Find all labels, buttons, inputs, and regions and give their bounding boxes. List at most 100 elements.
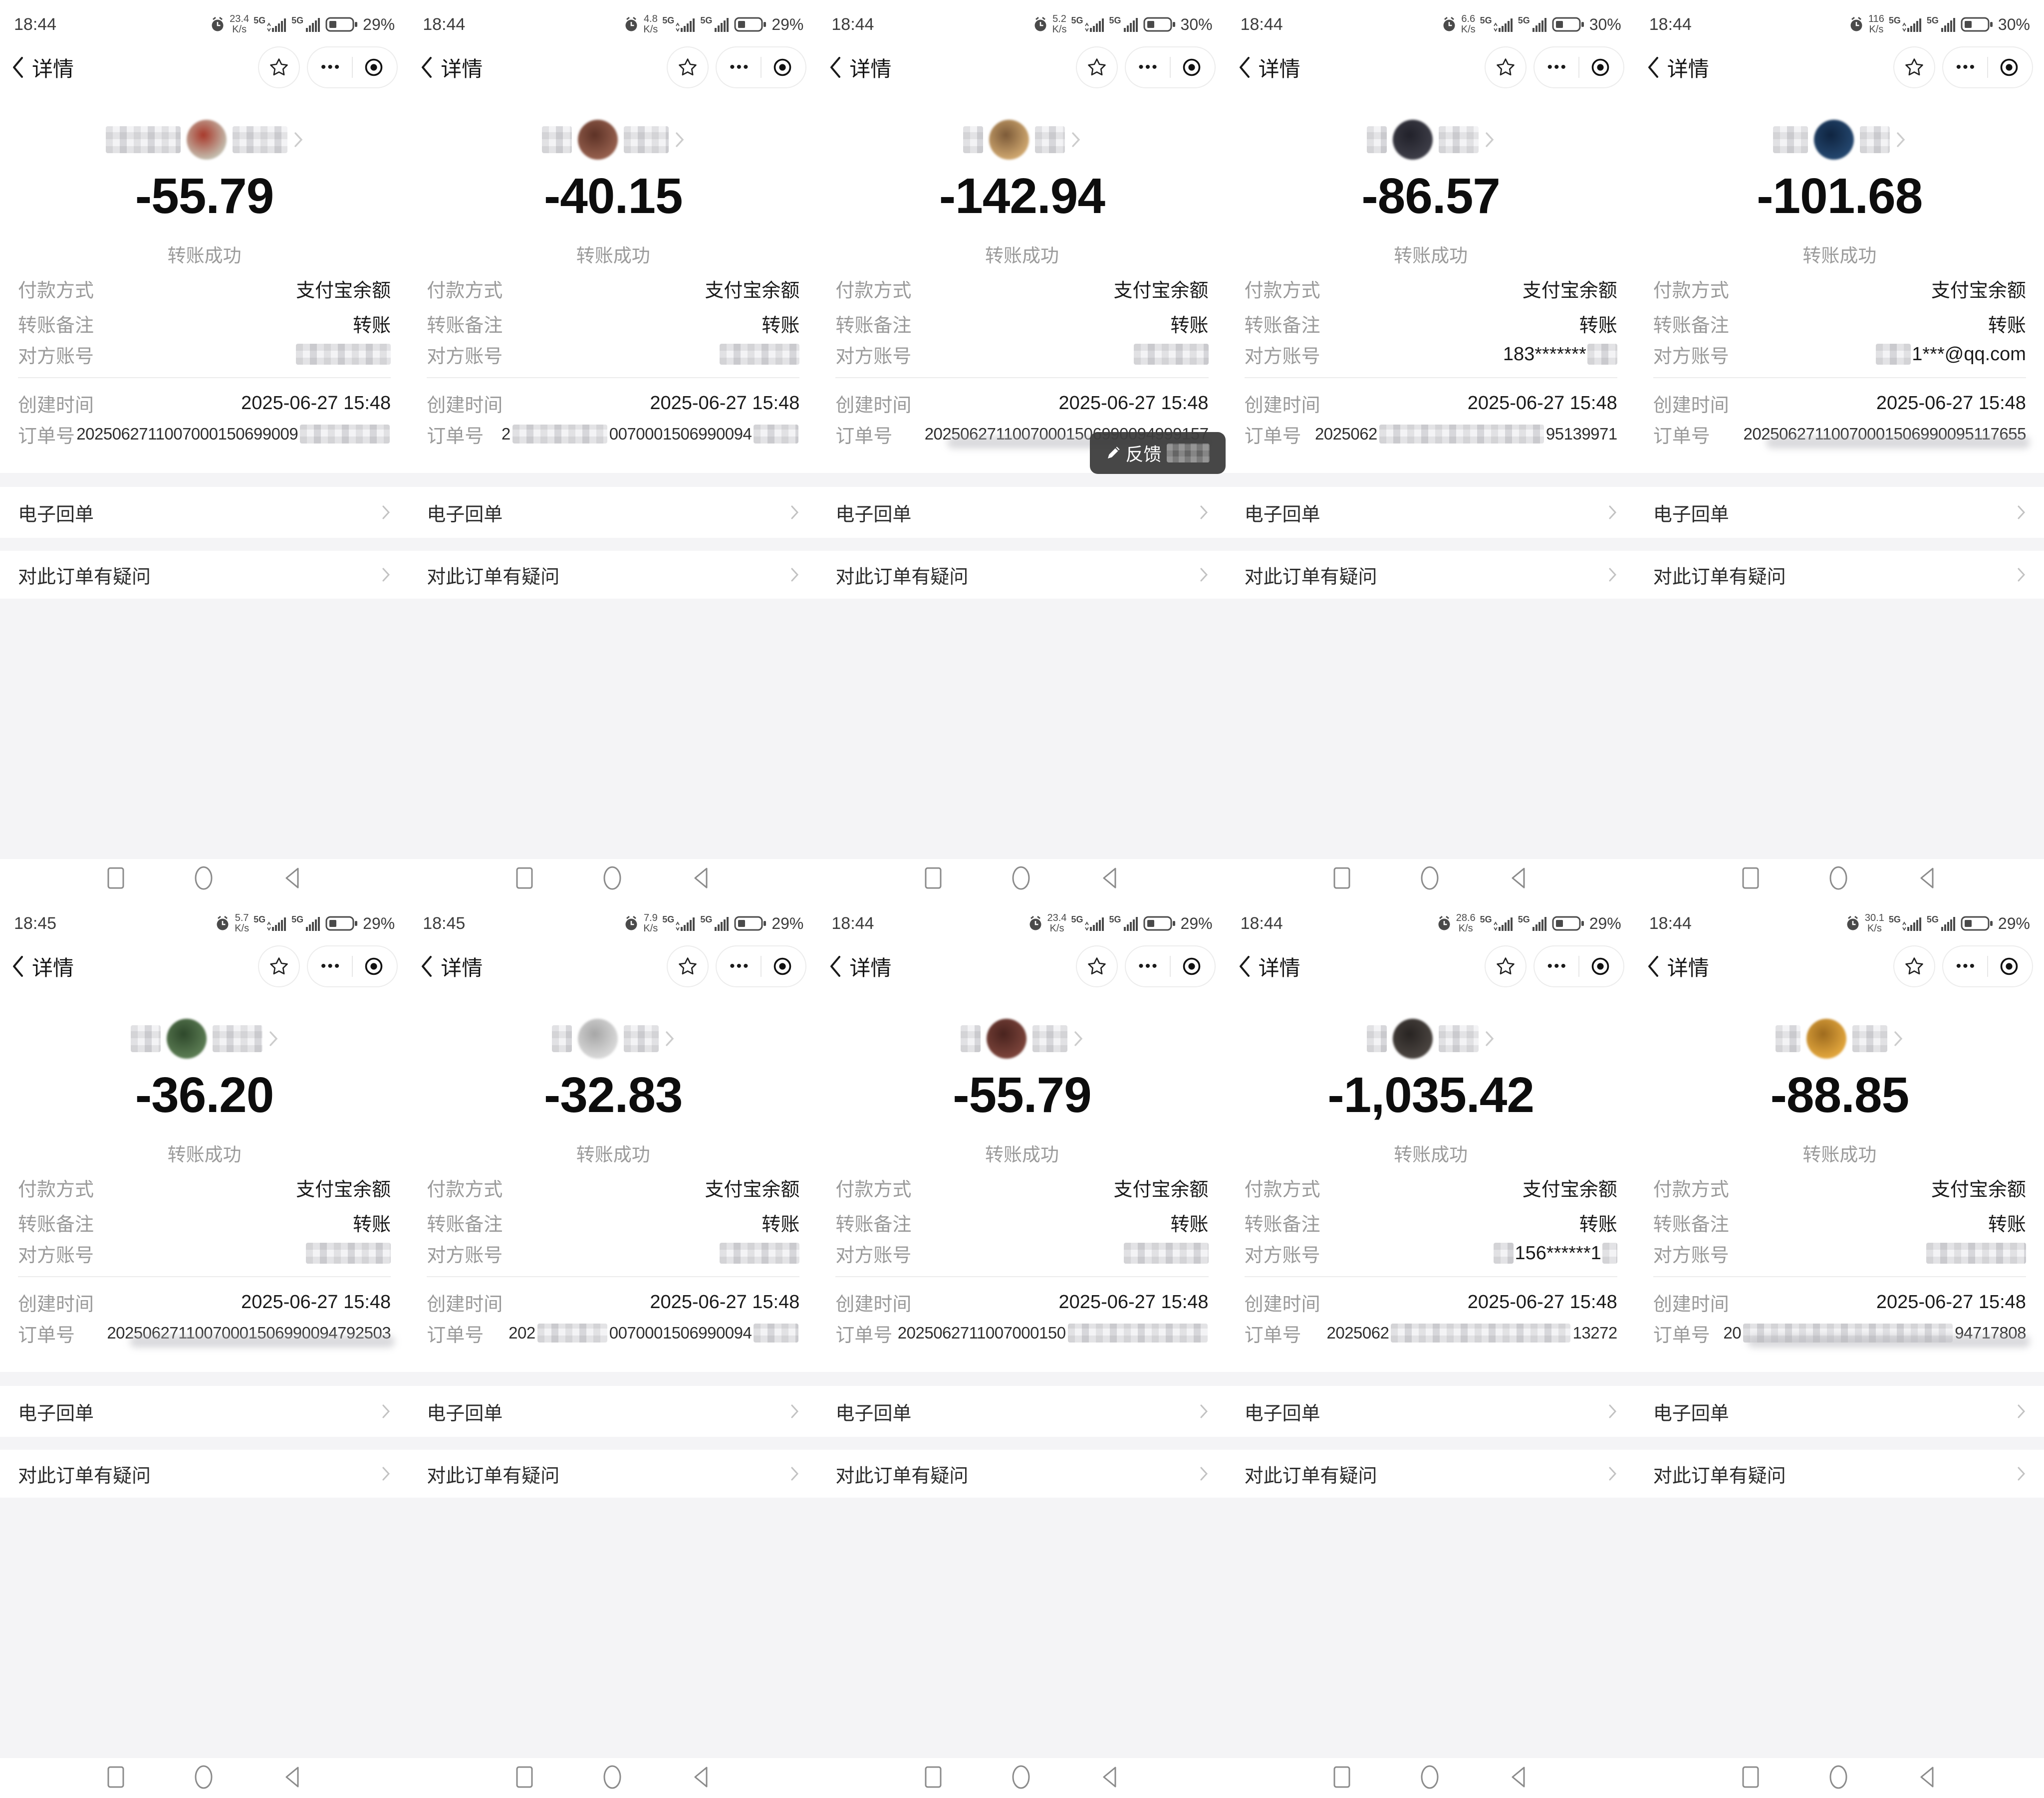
exit-button[interactable] [1171, 955, 1213, 977]
home-button[interactable] [1419, 865, 1441, 894]
receipt-row[interactable]: 电子回单 [1226, 1386, 1635, 1437]
exit-button[interactable] [762, 955, 803, 977]
receipt-row[interactable]: 电子回单 [409, 487, 818, 538]
more-button[interactable]: ••• [1945, 59, 1987, 76]
payee-row[interactable] [817, 117, 1226, 163]
receipt-row[interactable]: 电子回单 [1635, 487, 2044, 538]
back-nav-button[interactable] [690, 1765, 712, 1792]
question-row[interactable]: 对此订单有疑问 [409, 1450, 818, 1498]
more-button[interactable]: ••• [1536, 958, 1578, 975]
exit-button[interactable] [353, 955, 395, 977]
home-button[interactable] [1827, 1764, 1849, 1793]
recents-button[interactable] [923, 1765, 943, 1792]
back-button[interactable]: 详情 [1646, 52, 1709, 83]
back-nav-button[interactable] [1916, 866, 1938, 893]
receipt-row[interactable]: 电子回单 [817, 487, 1227, 538]
more-button[interactable]: ••• [1536, 59, 1578, 76]
favorite-button[interactable] [1893, 945, 1935, 987]
more-button[interactable]: ••• [719, 958, 761, 975]
payee-row[interactable] [1227, 117, 1635, 163]
home-button[interactable] [193, 1764, 215, 1793]
recents-button[interactable] [1332, 866, 1352, 893]
favorite-button[interactable] [1075, 945, 1118, 987]
payee-row[interactable] [0, 1016, 409, 1062]
back-button[interactable]: 详情 [11, 951, 74, 982]
receipt-row[interactable]: 电子回单 [1635, 1386, 2044, 1437]
favorite-button[interactable] [1484, 46, 1527, 88]
recents-button[interactable] [1332, 1765, 1352, 1792]
back-nav-button[interactable] [281, 866, 303, 893]
home-button[interactable] [193, 865, 215, 894]
payee-row[interactable] [1227, 1016, 1635, 1062]
home-button[interactable] [601, 1764, 623, 1793]
recents-button[interactable] [514, 1765, 534, 1792]
question-row[interactable]: 对此订单有疑问 [1635, 551, 2044, 599]
more-button[interactable]: ••• [310, 958, 352, 975]
recents-button[interactable] [923, 866, 943, 893]
back-button[interactable]: 详情 [420, 52, 483, 83]
recents-button[interactable] [106, 866, 126, 893]
more-button[interactable]: ••• [719, 59, 761, 76]
more-button[interactable]: ••• [1128, 958, 1170, 975]
exit-button[interactable] [353, 56, 395, 78]
back-nav-button[interactable] [1099, 866, 1121, 893]
favorite-button[interactable] [1075, 46, 1118, 88]
payee-row[interactable] [409, 117, 817, 163]
favorite-button[interactable] [1893, 46, 1935, 88]
favorite-button[interactable] [258, 945, 300, 987]
exit-button[interactable] [1579, 955, 1621, 977]
home-button[interactable] [1827, 865, 1849, 894]
exit-button[interactable] [762, 56, 803, 78]
receipt-row[interactable]: 电子回单 [409, 1386, 818, 1437]
payee-row[interactable] [1635, 1016, 2044, 1062]
more-button[interactable]: ••• [1945, 958, 1987, 975]
back-nav-button[interactable] [1099, 1765, 1121, 1792]
back-button[interactable]: 详情 [1238, 52, 1300, 83]
more-button[interactable]: ••• [1128, 59, 1170, 76]
receipt-row[interactable]: 电子回单 [817, 1386, 1227, 1437]
question-row[interactable]: 对此订单有疑问 [817, 1450, 1227, 1498]
favorite-button[interactable] [1484, 945, 1527, 987]
receipt-row[interactable]: 电子回单 [0, 1386, 409, 1437]
feedback-toast[interactable]: 反馈 [1089, 432, 1226, 474]
back-button[interactable]: 详情 [420, 951, 483, 982]
more-button[interactable]: ••• [310, 59, 352, 76]
home-button[interactable] [601, 865, 623, 894]
back-nav-button[interactable] [1508, 866, 1530, 893]
back-nav-button[interactable] [690, 866, 712, 893]
favorite-button[interactable] [667, 945, 709, 987]
back-nav-button[interactable] [1916, 1765, 1938, 1792]
home-button[interactable] [1419, 1764, 1441, 1793]
payee-row[interactable] [1635, 117, 2044, 163]
back-button[interactable]: 详情 [11, 52, 74, 83]
recents-button[interactable] [1741, 1765, 1761, 1792]
exit-button[interactable] [1171, 56, 1213, 78]
back-nav-button[interactable] [281, 1765, 303, 1792]
receipt-row[interactable]: 电子回单 [0, 487, 409, 538]
payee-row[interactable] [409, 1016, 817, 1062]
back-button[interactable]: 详情 [1238, 951, 1300, 982]
payee-row[interactable] [817, 1016, 1226, 1062]
home-button[interactable] [1010, 865, 1032, 894]
question-row[interactable]: 对此订单有疑问 [1635, 1450, 2044, 1498]
question-row[interactable]: 对此订单有疑问 [409, 551, 818, 599]
exit-button[interactable] [1988, 955, 2030, 977]
question-row[interactable]: 对此订单有疑问 [817, 551, 1227, 599]
recents-button[interactable] [514, 866, 534, 893]
favorite-button[interactable] [258, 46, 300, 88]
back-button[interactable]: 详情 [1646, 951, 1709, 982]
back-nav-button[interactable] [1508, 1765, 1530, 1792]
back-button[interactable]: 详情 [828, 52, 891, 83]
payee-row[interactable] [0, 117, 409, 163]
exit-button[interactable] [1988, 56, 2030, 78]
question-row[interactable]: 对此订单有疑问 [1226, 1450, 1635, 1498]
question-row[interactable]: 对此订单有疑问 [0, 1450, 409, 1498]
question-row[interactable]: 对此订单有疑问 [1226, 551, 1635, 599]
home-button[interactable] [1010, 1764, 1032, 1793]
back-button[interactable]: 详情 [828, 951, 891, 982]
exit-button[interactable] [1579, 56, 1621, 78]
receipt-row[interactable]: 电子回单 [1226, 487, 1635, 538]
question-row[interactable]: 对此订单有疑问 [0, 551, 409, 599]
recents-button[interactable] [1741, 866, 1761, 893]
favorite-button[interactable] [667, 46, 709, 88]
